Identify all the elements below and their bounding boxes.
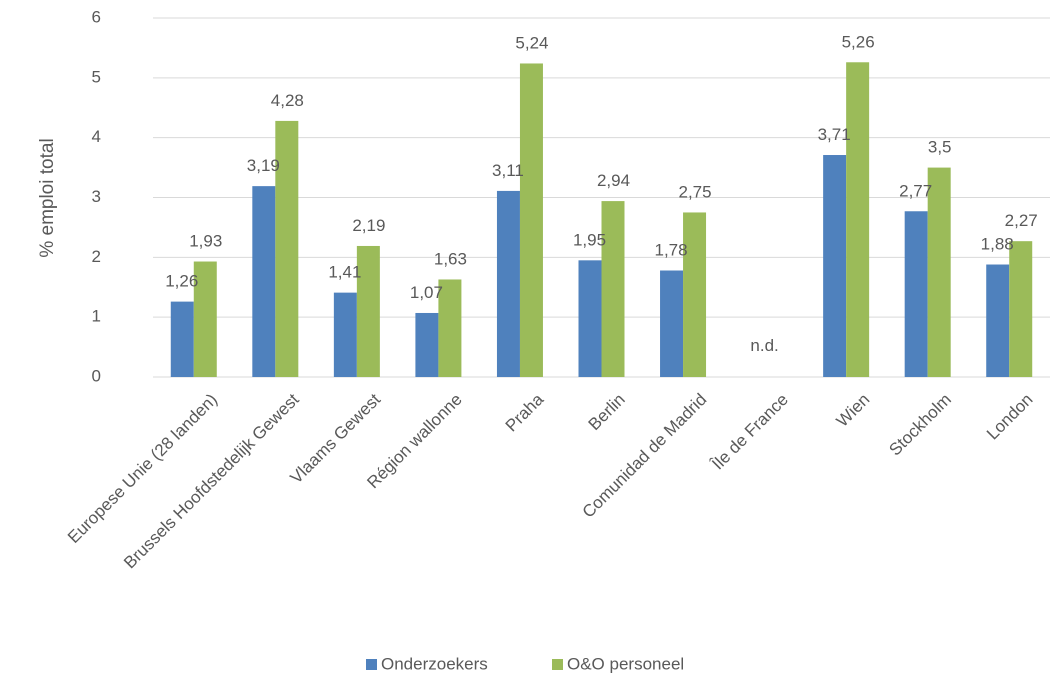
bar-onderzoekers <box>823 155 847 377</box>
x-category-label: Berlin <box>585 390 629 434</box>
bar-oo-personeel <box>683 212 707 377</box>
legend-swatch <box>366 659 377 670</box>
bar-onderzoekers <box>252 186 276 377</box>
y-tick-label: 4 <box>92 127 101 146</box>
data-label: 2,19 <box>352 216 385 235</box>
bar-onderzoekers <box>170 301 194 377</box>
data-label: 3,5 <box>928 138 952 157</box>
data-label: 1,88 <box>981 235 1014 254</box>
data-label: 1,26 <box>165 272 198 291</box>
data-label: 1,93 <box>189 232 222 251</box>
x-category-label: Stockholm <box>885 390 955 460</box>
data-label: 5,26 <box>842 32 875 51</box>
bar-oo-personeel <box>438 279 462 377</box>
x-category-label: London <box>983 390 1037 444</box>
data-label: 3,19 <box>247 156 280 175</box>
bar-oo-personeel <box>356 245 380 377</box>
bar-onderzoekers <box>904 211 928 377</box>
bar-onderzoekers <box>333 292 357 377</box>
x-category-label: Europese Unie (28 landen) <box>64 390 221 547</box>
data-label: 1,41 <box>328 263 361 282</box>
bar-oo-personeel <box>846 62 870 377</box>
y-axis-title: % emploi total <box>37 138 58 257</box>
y-tick-label: 0 <box>92 366 101 385</box>
data-label: 1,63 <box>434 249 467 268</box>
data-label: 3,11 <box>492 161 524 180</box>
data-label: 2,75 <box>678 182 711 201</box>
data-label: 2,27 <box>1005 211 1038 230</box>
bar-oo-personeel <box>519 63 543 378</box>
data-label: 2,77 <box>899 181 932 200</box>
y-tick-label: 5 <box>92 67 101 86</box>
bar-onderzoekers <box>986 264 1010 377</box>
x-category-label: Île de France <box>708 390 792 474</box>
y-tick-label: 2 <box>92 247 101 266</box>
bar-onderzoekers <box>578 260 602 377</box>
data-label: 1,78 <box>654 240 687 259</box>
data-label: 2,94 <box>597 171 630 190</box>
bar-onderzoekers <box>415 312 439 377</box>
legend-label: O&O personeel <box>567 654 684 673</box>
legend-swatch <box>552 659 563 670</box>
data-label: 4,28 <box>271 91 304 110</box>
y-axis-ticks: 0 1 2 3 4 5 6 <box>92 7 101 385</box>
bar-onderzoekers <box>496 190 520 377</box>
data-label: 5,24 <box>515 33 548 52</box>
bar-oo-personeel <box>275 120 299 377</box>
bar-oo-personeel <box>927 167 951 377</box>
y-tick-label: 6 <box>92 7 101 26</box>
x-category-label: Praha <box>502 390 548 436</box>
legend: Onderzoekers O&O personeel <box>366 654 684 673</box>
x-category-label: Wien <box>833 390 874 431</box>
data-labels: 1,26 3,19 1,41 1,07 3,11 1,95 1,78 3,71 2,77 1,88… <box>165 32 1038 355</box>
no-data-label: n.d. <box>750 336 778 355</box>
data-label: 1,95 <box>573 230 606 249</box>
y-tick-label: 3 <box>92 187 101 206</box>
bar-oo-personeel <box>193 261 217 377</box>
data-label: 3,71 <box>818 125 851 144</box>
legend-label: Onderzoekers <box>381 654 488 673</box>
x-axis-categories: Europese Unie (28 landen)Brussels Hoofds… <box>64 390 1037 573</box>
bar-oo-personeel <box>601 201 625 377</box>
bar-oo-personeel <box>1009 241 1033 377</box>
bars <box>170 62 1033 378</box>
bar-onderzoekers <box>660 270 684 377</box>
y-tick-label: 1 <box>92 307 101 326</box>
data-label: 1,07 <box>410 283 443 302</box>
x-category-label: Brussels Hoofdstedelijk Gewest <box>120 390 303 573</box>
